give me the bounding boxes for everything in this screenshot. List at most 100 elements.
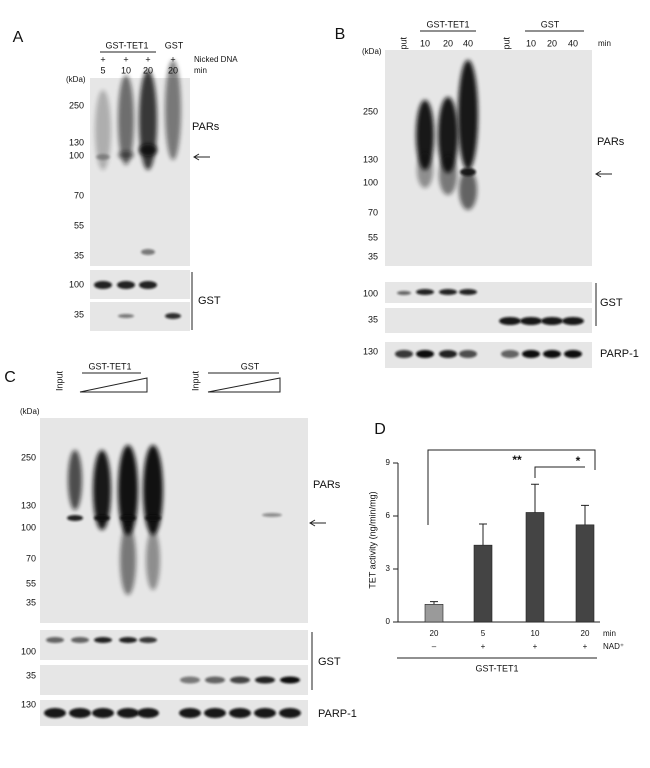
wedge xyxy=(207,377,281,393)
label: GST xyxy=(600,297,623,309)
label: 100 xyxy=(21,646,36,656)
band xyxy=(543,350,561,358)
band xyxy=(146,530,160,590)
label: PARP-1 xyxy=(318,708,357,720)
wedge xyxy=(79,377,148,393)
label: 250 xyxy=(69,100,84,110)
band xyxy=(165,60,181,160)
label: 35 xyxy=(74,309,84,319)
blot xyxy=(385,50,592,266)
label: 70 xyxy=(26,553,36,563)
band xyxy=(439,289,457,295)
x-tick-label: 20 xyxy=(430,629,439,638)
band xyxy=(460,168,476,176)
label: + xyxy=(100,54,105,64)
x-tick-label: 20 xyxy=(581,629,590,638)
band xyxy=(254,708,276,718)
arrow-head xyxy=(193,153,200,161)
label: + xyxy=(170,54,175,64)
label: 100 xyxy=(363,288,378,298)
bracket xyxy=(534,466,585,478)
blot xyxy=(40,630,308,660)
label: 35 xyxy=(74,250,84,260)
y-tick-label: 6 xyxy=(386,511,391,520)
band xyxy=(459,350,477,358)
bar xyxy=(473,544,493,623)
band xyxy=(230,676,250,684)
label: 40 xyxy=(463,38,473,48)
band xyxy=(94,281,112,289)
label: PARs xyxy=(597,136,625,148)
label: GST xyxy=(241,361,260,371)
label: B xyxy=(335,26,346,43)
label: TET activity (ng/min/mg) xyxy=(367,491,377,588)
label: – xyxy=(432,642,437,651)
label: 5 xyxy=(100,65,105,75)
label: GST xyxy=(198,295,221,307)
label: (kDa) xyxy=(362,47,382,56)
band xyxy=(117,708,139,718)
y-tick-label: 9 xyxy=(386,458,391,467)
bar xyxy=(424,604,444,623)
band xyxy=(95,90,111,170)
label: 55 xyxy=(74,220,84,230)
label: min xyxy=(194,66,207,75)
band xyxy=(262,513,282,517)
label: 55 xyxy=(368,232,378,242)
label: + xyxy=(533,642,538,651)
band xyxy=(92,708,114,718)
band xyxy=(139,144,157,156)
label: 35 xyxy=(368,251,378,261)
band xyxy=(145,515,161,521)
label: GST xyxy=(165,40,184,50)
band xyxy=(179,708,201,718)
label: A xyxy=(13,29,24,46)
band xyxy=(141,249,155,255)
band xyxy=(499,317,521,325)
label: GST xyxy=(541,19,560,29)
band xyxy=(120,525,136,595)
band xyxy=(118,445,138,535)
label: GST-TET1 xyxy=(88,361,131,371)
label: 10 xyxy=(420,38,430,48)
label: 35 xyxy=(26,597,36,607)
label: min xyxy=(598,39,611,48)
x-tick-label: 5 xyxy=(481,629,486,638)
label: GST-TET1 xyxy=(475,663,518,673)
label: Input xyxy=(501,36,511,57)
label: NAD⁺ xyxy=(603,642,624,651)
label: D xyxy=(374,421,386,438)
band xyxy=(120,515,136,521)
label: 55 xyxy=(26,578,36,588)
band xyxy=(416,100,434,170)
label: 35 xyxy=(26,670,36,680)
error-bar xyxy=(531,483,539,513)
label: 130 xyxy=(21,699,36,709)
band xyxy=(564,350,582,358)
label: 35 xyxy=(368,314,378,324)
band xyxy=(94,515,110,521)
band xyxy=(118,314,134,318)
label: 130 xyxy=(69,137,84,147)
label: GST-TET1 xyxy=(105,40,148,50)
band xyxy=(165,313,181,319)
label: 100 xyxy=(69,279,84,289)
label: + xyxy=(145,54,150,64)
label: 130 xyxy=(363,154,378,164)
band xyxy=(522,350,540,358)
band xyxy=(93,450,111,530)
band xyxy=(69,708,91,718)
bar xyxy=(525,512,545,623)
band xyxy=(459,170,477,210)
band xyxy=(204,708,226,718)
label: PARP-1 xyxy=(600,348,639,360)
label: Nicked DNA xyxy=(194,55,238,64)
band xyxy=(94,637,112,643)
label: 20 xyxy=(443,38,453,48)
band xyxy=(255,676,275,684)
label: C xyxy=(4,369,16,386)
band xyxy=(139,637,157,643)
label: Input xyxy=(190,370,200,391)
bracket xyxy=(427,449,596,525)
